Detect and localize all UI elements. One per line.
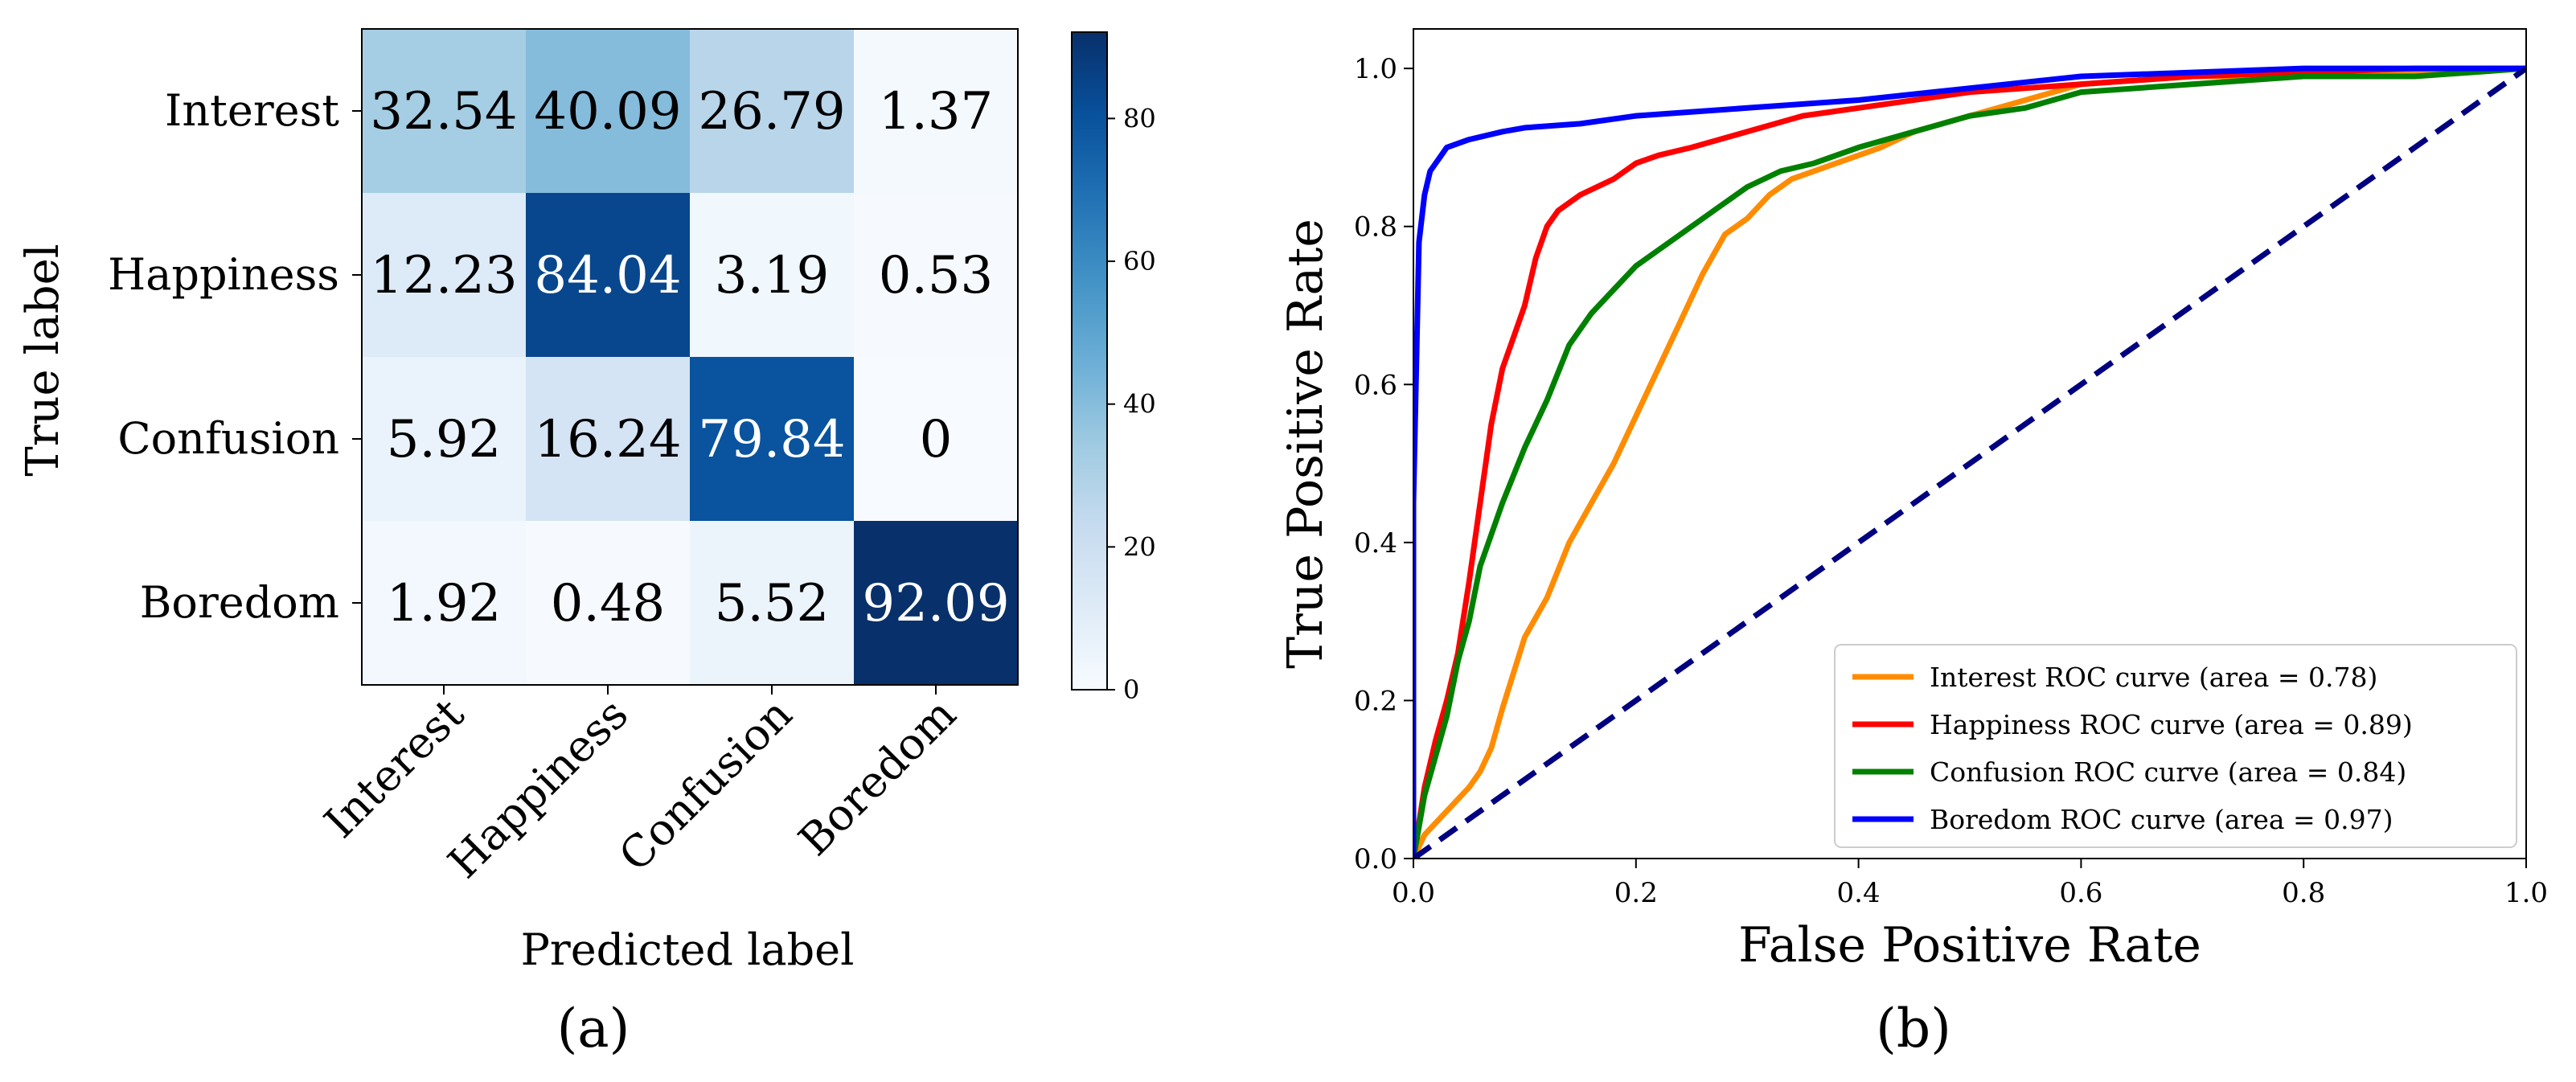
heatmap-cell-label: 0	[920, 410, 953, 469]
colorbar-tick-label: 80	[1123, 103, 1156, 133]
roc-xtick-label: 0.4	[1837, 877, 1881, 909]
heatmap-cell-label: 40.09	[534, 82, 681, 141]
heatmap-cell	[854, 29, 1018, 193]
heatmap-cell-label: 92.09	[862, 574, 1009, 633]
colorbar-tick-label: 60	[1123, 246, 1156, 277]
chance-diagonal-line	[1413, 66, 2526, 859]
heatmap-cell-label: 0.53	[879, 246, 994, 305]
roc-xlabel: False Positive Rate	[1738, 917, 2201, 973]
heatmap-cell-label: 0.48	[551, 574, 666, 633]
roc-curves	[1413, 65, 2526, 859]
heatmap-ytick-label: Happiness	[108, 249, 339, 300]
heatmap-cell-label: 79.84	[698, 410, 845, 469]
legend-box	[1834, 644, 2517, 848]
heatmap-cell	[690, 193, 854, 357]
colorbar-tick-label: 20	[1123, 531, 1156, 562]
panel-label-b: (b)	[1876, 998, 1951, 1059]
colorbar-tick-label: 0	[1123, 674, 1139, 705]
roc-chart: 0.0 0.2 0.4 0.6 0.8 1.0 0.0 0.2 0.4 0.6 0.8 1.0 Inte…	[1354, 28, 2548, 909]
colorbar-gradient	[1071, 31, 1108, 691]
roc-ytick-label: 0.0	[1354, 843, 1397, 875]
roc-ytick-label: 0.2	[1354, 685, 1397, 717]
heatmap-cell	[362, 521, 526, 685]
heatmap-cell	[690, 357, 854, 521]
heatmap-cell	[854, 521, 1018, 685]
colorbar: 0 20 40 60 80	[1071, 31, 1156, 705]
roc-series-line	[1413, 65, 2526, 859]
heatmap-ytick-label: Interest	[165, 85, 339, 136]
heatmap-cell-label: 26.79	[698, 82, 845, 141]
heatmap-cell-label: 3.19	[715, 246, 830, 305]
roc-xtick-label: 0.2	[1614, 877, 1658, 909]
heatmap-xtick-label: Confusion	[609, 689, 802, 881]
roc-ytick-label: 1.0	[1354, 53, 1397, 85]
legend-entry-label: Boredom ROC curve (area = 0.97)	[1930, 804, 2393, 835]
legend-entry-label: Confusion ROC curve (area = 0.84)	[1930, 756, 2406, 788]
roc-ytick-label: 0.8	[1354, 211, 1397, 244]
legend-entry-label: Interest ROC curve (area = 0.78)	[1930, 662, 2377, 693]
legend-entry-label: Happiness ROC curve (area = 0.89)	[1930, 709, 2413, 740]
heatmap-cell-label: 12.23	[370, 246, 517, 305]
roc-ylabel: True Positive Rate	[1278, 219, 1334, 669]
heatmap-cell	[526, 521, 690, 685]
heatmap-cell	[362, 357, 526, 521]
heatmap-xtick-label: Happiness	[438, 689, 638, 888]
roc-ytick-label: 0.4	[1354, 527, 1397, 559]
heatmap-cell	[690, 29, 854, 193]
heatmap-xtick-label: Interest	[314, 688, 474, 847]
heatmap-xtick-label: Boredom	[789, 689, 966, 866]
roc-series-line	[1413, 65, 2526, 859]
heatmap-cell	[362, 29, 526, 193]
heatmap-cell	[362, 193, 526, 357]
colorbar-tick-label: 40	[1123, 389, 1156, 420]
roc-series-line	[1413, 65, 2526, 859]
roc-ytick-label: 0.6	[1354, 369, 1397, 401]
roc-xtick-label: 0.8	[2282, 877, 2325, 909]
heatmap-cell	[526, 193, 690, 357]
heatmap-ytick-label: Confusion	[117, 413, 339, 464]
heatmap-cell	[526, 29, 690, 193]
heatmap-cell-label: 1.92	[387, 574, 502, 633]
heatmap-cell-label: 5.92	[387, 410, 502, 469]
heatmap-cell-label: 5.52	[715, 574, 830, 633]
roc-series-line	[1413, 65, 2526, 859]
heatmap-frame	[361, 28, 1019, 686]
roc-xtick-label: 0.6	[2059, 877, 2102, 909]
heatmap-cell	[854, 193, 1018, 357]
confusion-matrix: 32.54 40.09 26.79 1.37 12.23 84.04 3.19 0.53 5.9…	[108, 28, 1019, 888]
roc-frame	[1413, 28, 2527, 859]
heatmap-cell-label: 16.24	[534, 410, 681, 469]
panel-label-a: (a)	[557, 998, 630, 1059]
heatmap-cell-label: 1.37	[879, 82, 994, 141]
heatmap-cell	[526, 357, 690, 521]
roc-xtick-label: 0.0	[1392, 877, 1435, 909]
heatmap-cell	[854, 357, 1018, 521]
heatmap-ylabel: True label	[17, 244, 69, 476]
heatmap-cell	[690, 521, 854, 685]
heatmap-xlabel: Predicted label	[521, 924, 855, 975]
heatmap-ytick-label: Boredom	[140, 577, 339, 628]
heatmap-cell-label: 84.04	[534, 246, 681, 305]
heatmap-cell-label: 32.54	[370, 82, 517, 141]
roc-legend: Interest ROC curve (area = 0.78) Happines…	[1834, 644, 2517, 848]
roc-xtick-label: 1.0	[2504, 877, 2548, 909]
